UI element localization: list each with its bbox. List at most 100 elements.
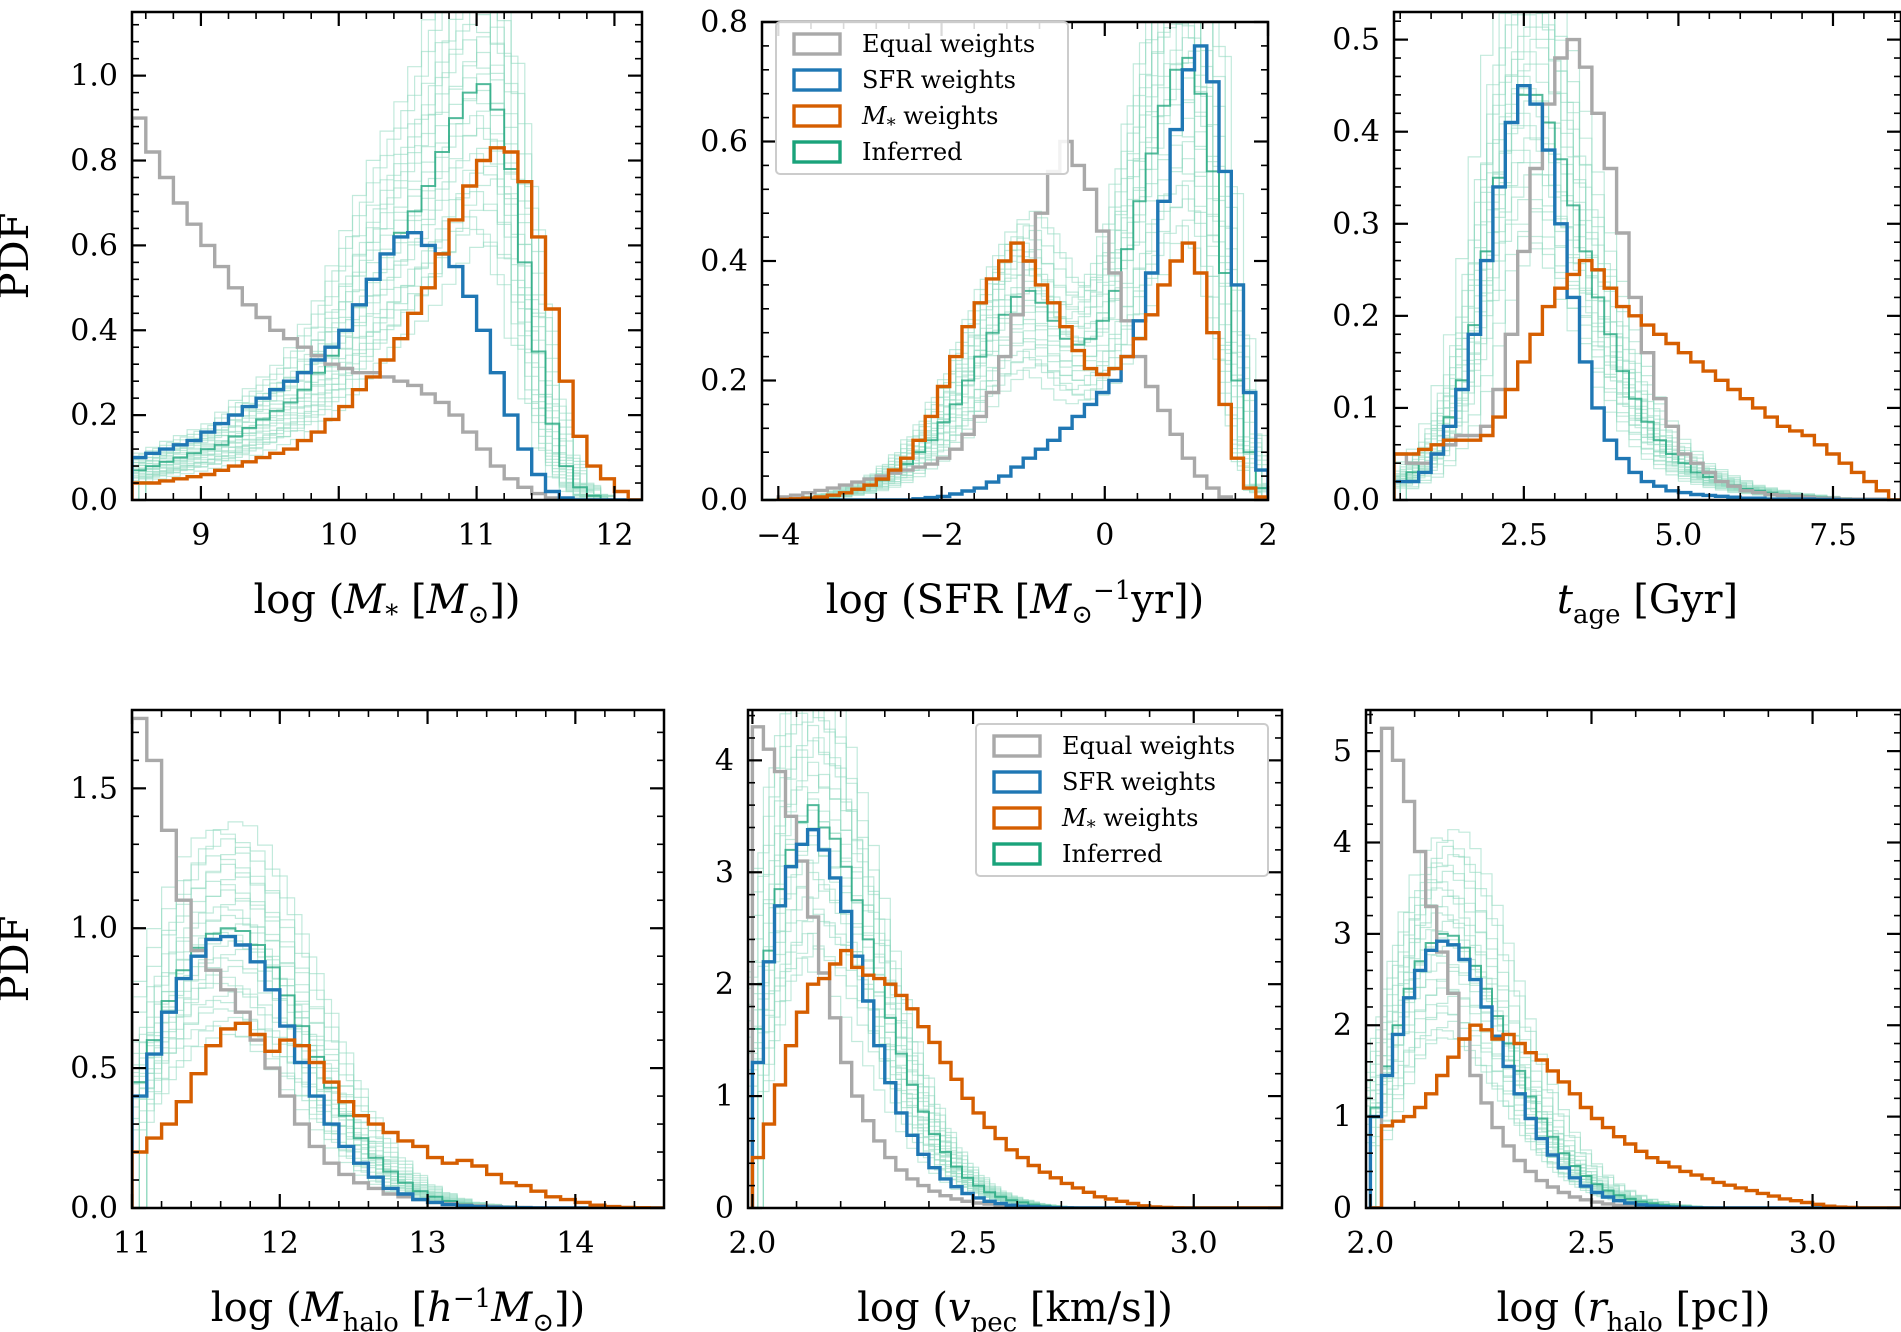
x-tick-label: −2 — [919, 518, 963, 553]
inferred-sample-line — [1394, 186, 1889, 500]
y-tick-label: 3 — [1333, 917, 1352, 952]
legend-frame — [775, 21, 1069, 175]
x-tick-label: 5.0 — [1655, 518, 1703, 553]
y-axis-label: PDF — [0, 213, 38, 300]
inferred-sample-line — [748, 933, 1277, 1208]
inferred-sample-line — [1369, 1012, 1901, 1208]
y-tick-label: 0.0 — [700, 483, 748, 518]
x-tick-label: 12 — [595, 518, 633, 553]
series-equal — [750, 725, 1282, 1208]
inferred-ensemble — [1366, 829, 1901, 1208]
legend-label-mstar: M* weights — [1061, 804, 1198, 838]
y-tick-label: 2 — [1333, 1008, 1352, 1043]
y-tick-label: 0 — [1333, 1191, 1352, 1226]
y-tick-label: 0.6 — [70, 228, 118, 263]
y-tick-label: 5 — [1333, 734, 1352, 769]
inferred-sample-line — [1380, 829, 1901, 1208]
y-tick-label: 0.2 — [1332, 299, 1380, 334]
legend-swatch-sfr — [992, 770, 1042, 794]
axes-frame — [1364, 708, 1901, 1210]
axes-frame — [746, 708, 1284, 1210]
legend-label-equal: Equal weights — [862, 30, 1035, 58]
y-tick-label: 0.4 — [70, 313, 118, 348]
inferred-ensemble — [1394, 12, 1901, 500]
legend: Equal weights SFR weights M* weightsInferr… — [975, 723, 1269, 877]
inferred-sample-line — [1399, 26, 1901, 500]
inferred-sample-line — [765, 22, 1268, 500]
legend-swatch-mstar — [792, 104, 842, 128]
y-tick-label: 0.0 — [70, 1191, 118, 1226]
legend-label-mstar: M* weights — [861, 102, 998, 136]
inferred-sample-line — [132, 216, 629, 500]
xlabel-part-post: [km/s]) — [1017, 1285, 1173, 1331]
x-tick-label: 2.5 — [949, 1226, 997, 1261]
xlabel-part-sub: halo — [1607, 1308, 1663, 1332]
inferred-sample-line — [1366, 912, 1896, 1208]
y-tick-label: 0.5 — [70, 1051, 118, 1086]
inferred-sample-line — [1369, 1037, 1901, 1208]
x-tick-label: 7.5 — [1809, 518, 1857, 553]
panel-bottom-middle: 2.0 2.5 3.0 0 1 2 3 4 log (vpec [km/s]) Equal wei… — [715, 708, 1284, 1332]
legend-swatch-sfr — [792, 68, 842, 92]
xlabel-part-sub: * — [385, 600, 398, 630]
inferred-sample-line — [762, 773, 1282, 1208]
inferred-sample-line — [757, 710, 1282, 1208]
y-tick-label: 0.0 — [70, 483, 118, 518]
x-tick-label: 2.5 — [1568, 1226, 1616, 1261]
x-tick-label: 2.0 — [729, 1226, 777, 1261]
x-tick-label: 13 — [408, 1226, 446, 1261]
inferred-sample-line — [1366, 837, 1896, 1208]
series-mstar — [1370, 1023, 1901, 1208]
series-equal — [1394, 37, 1901, 500]
x-tick-label: 2 — [1258, 518, 1277, 553]
legend-frame — [975, 723, 1269, 877]
y-tick-label: 0.0 — [1332, 483, 1380, 518]
x-axis-label: tage [Gyr] — [1557, 577, 1738, 630]
inferred-ensemble — [132, 821, 664, 1208]
y-tick-label: 1 — [715, 1079, 734, 1114]
legend-label-sfr: SFR weights — [862, 66, 1016, 94]
xlabel-part-sym: v — [948, 1285, 971, 1331]
xlabel-part-post: ]) — [1173, 577, 1204, 623]
inferred-sample-line — [762, 847, 1282, 1208]
legend-swatch-equal — [992, 734, 1042, 758]
y-tick-label: 0.8 — [700, 5, 748, 40]
plot-area — [132, 12, 642, 500]
xlabel-part-sym2: h — [427, 1285, 453, 1331]
y-tick-label: 1.0 — [70, 911, 118, 946]
inferred-sample-line — [138, 165, 642, 500]
x-axis-label: log (M* [M⊙]) — [253, 577, 520, 630]
inferred-sample-line — [1366, 979, 1890, 1208]
x-tick-label: 9 — [191, 518, 210, 553]
series-mstar — [1394, 258, 1901, 500]
inferred-sample-line — [1369, 937, 1901, 1208]
y-tick-label: 0.2 — [700, 364, 748, 399]
inferred-sample-line — [1369, 962, 1901, 1208]
inferred-sample-line — [1375, 945, 1901, 1208]
xlabel-part-post: [Gyr] — [1621, 577, 1739, 623]
panel-top-right: 2.5 5.0 7.5 0.0 0.1 0.2 0.3 0.4 0.5 tage [Gyr] — [1332, 10, 1901, 630]
series-mstar — [776, 241, 1268, 500]
inferred-sample-line — [1366, 887, 1896, 1208]
inferred-sample-line — [1366, 1004, 1890, 1208]
legend-swatch-inferred — [792, 140, 842, 164]
panel-top-middle: −4 −2 0 2 0.0 0.2 0.4 0.6 0.8 log (SFR [M⊙−1yr]) E… — [700, 5, 1277, 630]
x-tick-label: 3.0 — [1789, 1226, 1837, 1261]
legend-label-inferred: Inferred — [862, 138, 963, 166]
x-axis-label: log (vpec [km/s]) — [857, 1285, 1173, 1332]
xlabel-part-mid: [ — [398, 577, 426, 623]
x-tick-label: 3.0 — [1170, 1226, 1218, 1261]
inferred-sample-line — [1394, 199, 1901, 500]
inferred-sample-line — [1366, 879, 1890, 1208]
inferred-sample-line — [1366, 929, 1890, 1208]
y-tick-label: 1.5 — [70, 771, 118, 806]
y-axis-label: PDF — [0, 916, 38, 1003]
y-tick-label: 0.3 — [1332, 207, 1380, 242]
panel-bottom-right: 2.0 2.5 3.0 0 1 2 3 4 5 log (rhalo [pc]) — [1333, 708, 1901, 1332]
y-tick-label: 0 — [715, 1191, 734, 1226]
inferred-sample-line — [1366, 954, 1890, 1208]
series-sfr — [132, 231, 642, 500]
xlabel-part-post: ]) — [554, 1285, 585, 1331]
series-sfr — [750, 828, 1282, 1208]
